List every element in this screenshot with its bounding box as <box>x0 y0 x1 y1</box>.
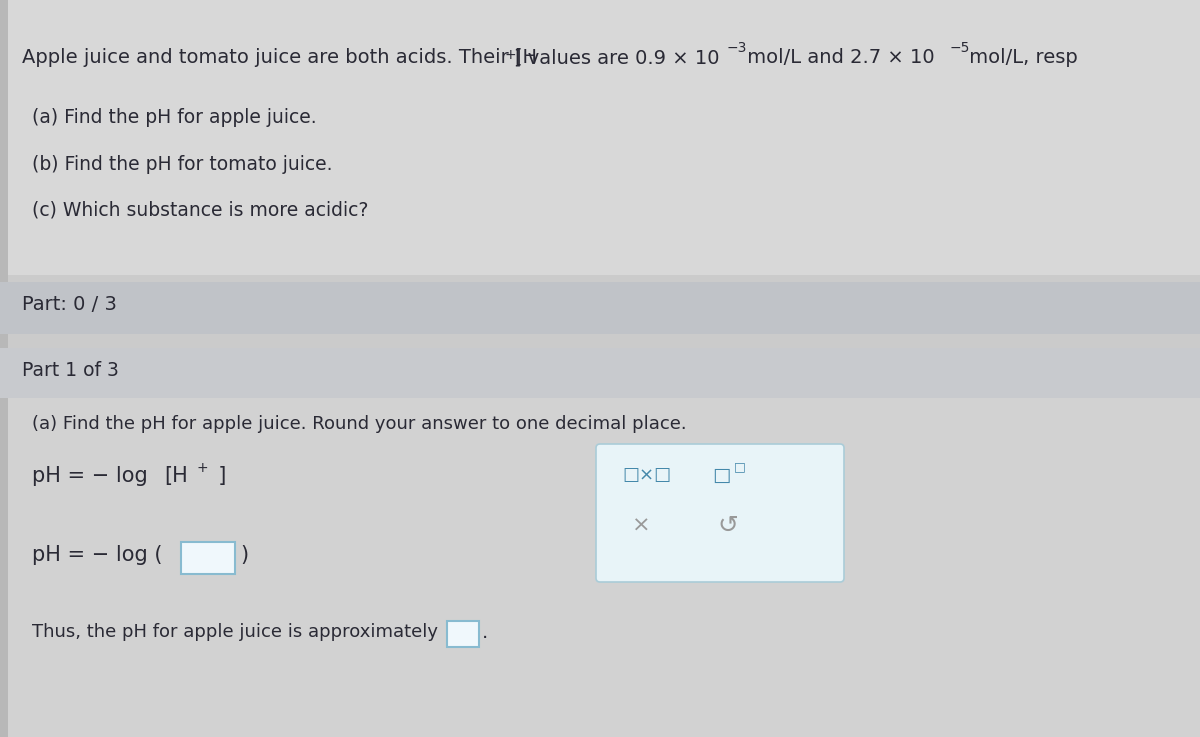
Text: mol/L, resp: mol/L, resp <box>964 48 1078 67</box>
Text: ): ) <box>240 545 248 565</box>
Text: [H: [H <box>164 466 187 486</box>
Bar <box>0 398 1200 737</box>
Text: Part 1 of 3: Part 1 of 3 <box>22 361 119 380</box>
Text: Apple juice and tomato juice are both acids. Their [H: Apple juice and tomato juice are both ac… <box>22 48 538 67</box>
Text: □: □ <box>712 466 731 485</box>
Text: ×: × <box>632 516 650 536</box>
Bar <box>0 0 8 737</box>
Text: .: . <box>482 623 488 642</box>
Text: Thus, the pH for apple juice is approximately: Thus, the pH for apple juice is approxim… <box>32 623 438 641</box>
Text: (c) Which substance is more acidic?: (c) Which substance is more acidic? <box>32 200 368 219</box>
Text: +: + <box>196 461 208 475</box>
Text: pH = − log: pH = − log <box>32 466 148 486</box>
Text: −3: −3 <box>727 41 748 55</box>
Text: −5: −5 <box>950 41 971 55</box>
Text: Part: 0 / 3: Part: 0 / 3 <box>22 295 116 314</box>
Text: □: □ <box>734 460 745 473</box>
Text: (b) Find the pH for tomato juice.: (b) Find the pH for tomato juice. <box>32 155 332 174</box>
FancyBboxPatch shape <box>596 444 844 582</box>
Text: (a) Find the pH for apple juice.: (a) Find the pH for apple juice. <box>32 108 317 127</box>
Text: ]: ] <box>205 466 227 486</box>
Text: mol/L and 2.7 × 10: mol/L and 2.7 × 10 <box>742 48 935 67</box>
FancyBboxPatch shape <box>181 542 235 574</box>
Bar <box>0 282 1200 334</box>
Bar <box>0 0 1200 275</box>
Text: +: + <box>505 48 517 62</box>
Text: ] values are 0.9 × 10: ] values are 0.9 × 10 <box>514 48 720 67</box>
Text: pH = − log (: pH = − log ( <box>32 545 162 565</box>
Bar <box>0 348 1200 398</box>
FancyBboxPatch shape <box>446 621 479 647</box>
Text: □×□: □×□ <box>622 466 671 484</box>
Text: (a) Find the pH for apple juice. Round your answer to one decimal place.: (a) Find the pH for apple juice. Round y… <box>32 415 686 433</box>
Text: ↺: ↺ <box>718 514 738 538</box>
